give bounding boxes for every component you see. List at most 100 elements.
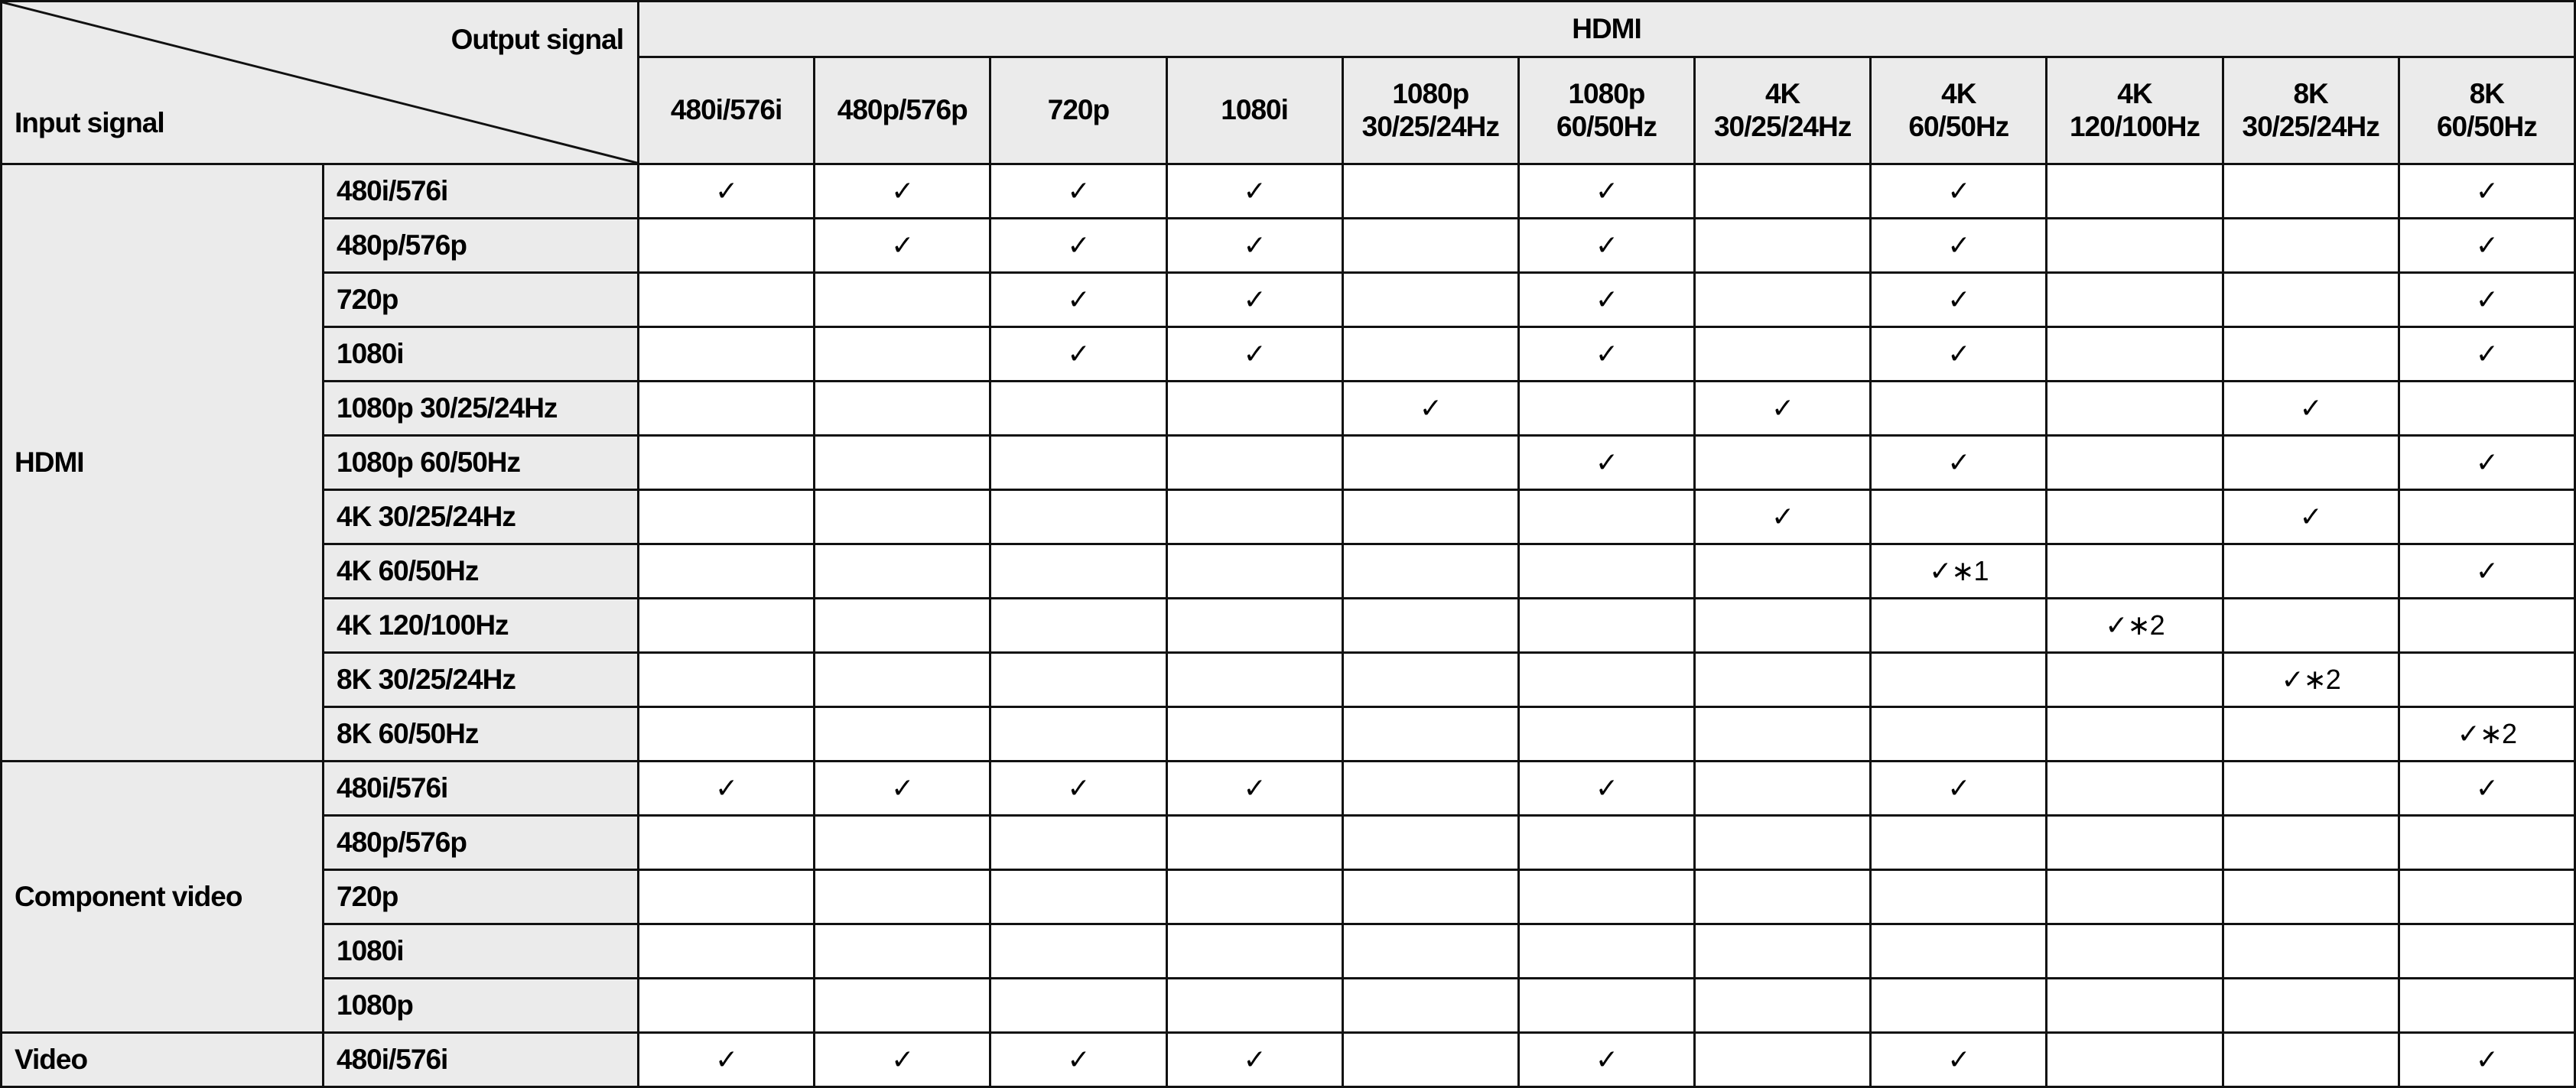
empty-cell [2045,380,2224,437]
empty-cell [2221,326,2400,382]
empty-cell [1693,1031,1872,1088]
input-signal-cell: 1080p 60/50Hz [322,434,639,491]
input-signal-cell: 480i/576i [322,1031,639,1088]
empty-cell [1693,760,1872,817]
supported-check-cell: ✓ [1869,760,2048,817]
empty-cell [2045,1031,2224,1088]
empty-cell [2045,217,2224,274]
supported-check-cell: ✓ [1869,326,2048,382]
table-row: 720p [2,869,2576,925]
supported-check-cell: ✓ [989,760,1168,817]
empty-cell [1165,489,1344,545]
empty-cell [2045,869,2224,925]
empty-cell [1341,163,1520,219]
empty-cell [636,543,816,599]
empty-cell [1341,814,1520,871]
empty-cell [989,380,1168,437]
table-row: HDMI 480i/576i ✓ ✓ ✓ ✓ ✓ ✓ ✓ [0,163,2576,762]
table-row: Component video 480i/576i ✓ ✓ ✓ ✓ ✓ ✓ ✓ [0,760,2576,1034]
empty-cell [2221,706,2400,762]
input-signal-cell: 4K 30/25/24Hz [322,489,639,545]
empty-cell [636,977,816,1034]
empty-cell [636,923,816,979]
supported-check-cell: ✓ [636,1031,816,1088]
empty-cell [2397,489,2576,545]
empty-cell [813,923,992,979]
empty-cell [1693,163,1872,219]
empty-cell [1341,760,1520,817]
column-header: 1080p 30/25/24Hz [1341,56,1520,165]
supported-check-cell: ✓ [989,1031,1168,1088]
column-header: 720p [989,56,1168,165]
input-signal-cell: 480p/576p [322,814,639,871]
empty-cell [1165,977,1344,1034]
empty-cell [636,706,816,762]
empty-cell [1165,597,1344,654]
empty-cell [1517,651,1696,708]
empty-cell [1693,651,1872,708]
table-row: 720p ✓ ✓ ✓ ✓ ✓ [2,271,2576,328]
empty-cell [2221,271,2400,328]
input-signal-cell: 1080i [322,326,639,382]
empty-cell [2045,271,2224,328]
empty-cell [989,977,1168,1034]
supported-check-cell: ✓∗2 [2221,651,2400,708]
empty-cell [813,814,992,871]
input-signal-cell: 720p [322,271,639,328]
empty-cell [1517,923,1696,979]
empty-cell [1517,977,1696,1034]
table-row: 1080i [2,923,2576,979]
empty-cell [2045,977,2224,1034]
supported-check-cell: ✓ [1165,271,1344,328]
empty-cell [2045,706,2224,762]
supported-check-cell: ✓ [1693,489,1872,545]
supported-check-cell: ✓ [1517,326,1696,382]
empty-cell [1517,489,1696,545]
supported-check-cell: ✓ [1869,163,2048,219]
empty-cell [1341,326,1520,382]
column-header: 8K 60/50Hz [2397,56,2576,165]
empty-cell [1693,271,1872,328]
empty-cell [2045,923,2224,979]
table-row: 1080p 30/25/24Hz ✓ ✓ ✓ [2,380,2576,437]
supported-check-cell: ✓ [1869,1031,2048,1088]
table-row: 1080i ✓ ✓ ✓ ✓ ✓ [2,326,2576,382]
supported-check-cell: ✓ [989,271,1168,328]
empty-cell [2221,977,2400,1034]
supported-check-cell: ✓ [636,760,816,817]
empty-cell [2045,163,2224,219]
diagonal-divider [2,2,637,163]
empty-cell [1341,434,1520,491]
empty-cell [2397,977,2576,1034]
empty-cell [1869,597,2048,654]
table-row: 480p/576p [2,814,2576,871]
empty-cell [2045,814,2224,871]
column-header: 4K 30/25/24Hz [1693,56,1872,165]
empty-cell [813,434,992,491]
empty-cell [989,923,1168,979]
supported-check-cell: ✓ [1869,434,2048,491]
empty-cell [636,489,816,545]
empty-cell [1517,814,1696,871]
empty-cell [1517,380,1696,437]
table-row: 8K 60/50Hz ✓∗2 [2,706,2576,762]
supported-check-cell: ✓ [813,760,992,817]
empty-cell [1165,923,1344,979]
empty-cell [1693,597,1872,654]
empty-cell [1341,869,1520,925]
output-signal-label: Output signal [450,24,624,55]
table-row: 1080p [2,977,2576,1034]
empty-cell [636,217,816,274]
empty-cell [813,543,992,599]
empty-cell [813,597,992,654]
input-signal-cell: 1080p 30/25/24Hz [322,380,639,437]
empty-cell [1869,380,2048,437]
supported-check-cell: ✓ [1517,163,1696,219]
empty-cell [1693,977,1872,1034]
supported-check-cell: ✓ [2221,380,2400,437]
empty-cell [636,380,816,437]
empty-cell [1165,434,1344,491]
empty-cell [1693,434,1872,491]
input-signal-cell: 480i/576i [322,163,639,219]
